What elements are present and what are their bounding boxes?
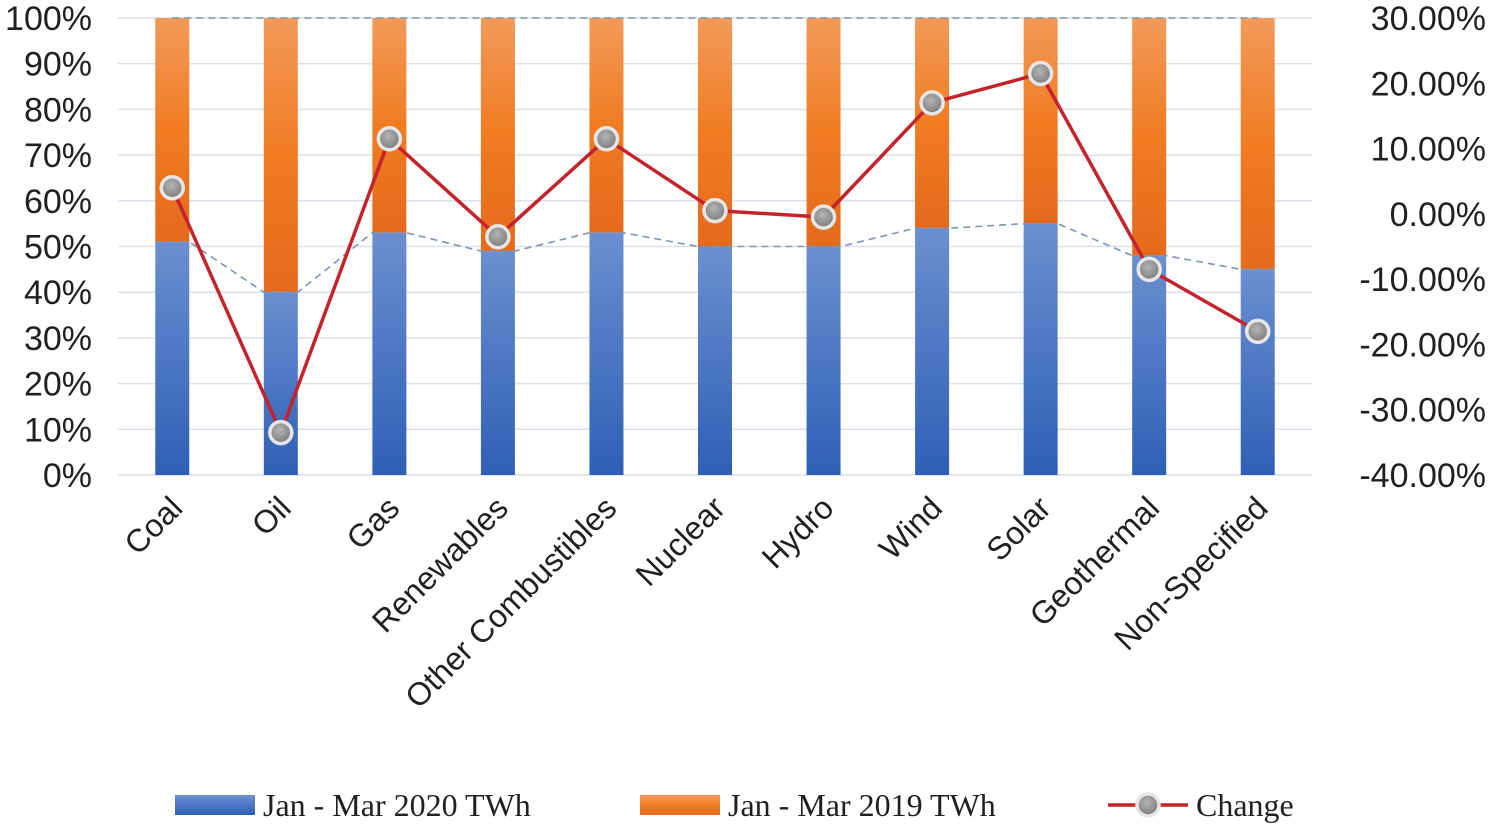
bar-2019	[372, 18, 407, 233]
y-left-tick-label: 50%	[24, 229, 92, 267]
bar-2020	[263, 292, 298, 475]
legend-label: Change	[1196, 787, 1294, 823]
y-right-tick-label: 0.00%	[1390, 196, 1486, 234]
change-point	[702, 197, 728, 224]
bars	[155, 18, 1275, 475]
bar-2019	[915, 18, 950, 229]
bar-2019	[480, 18, 515, 252]
bar-2019	[589, 18, 624, 233]
change-line	[159, 60, 1271, 446]
y-right-tick-label: -40.00%	[1359, 457, 1486, 495]
x-tick-label: Hydro	[755, 489, 841, 575]
bar-2020	[480, 251, 515, 475]
change-point	[593, 126, 620, 152]
bar-2020	[155, 241, 190, 475]
y-right-tick-label: 20.00%	[1371, 65, 1486, 103]
y-axis-left: 0% 10% 20% 30% 40% 50% 60% 70% 80% 90% 100%	[5, 0, 92, 495]
bar-2020	[806, 246, 841, 475]
y-axis-right: -40.00% -30.00% -20.00% -10.00% 0.00% 10.00% 2…	[1359, 0, 1486, 495]
change-point	[810, 204, 837, 230]
y-left-tick-label: 80%	[24, 91, 92, 129]
change-point	[159, 174, 186, 201]
y-right-tick-label: -10.00%	[1359, 261, 1486, 299]
series-divider-line	[155, 222, 1275, 294]
y-left-tick-label: 40%	[24, 274, 92, 312]
bar-2020	[915, 228, 950, 475]
x-tick-label: Oil	[245, 489, 298, 542]
y-left-tick-label: 20%	[24, 366, 92, 404]
y-left-tick-label: 10%	[24, 411, 92, 449]
x-tick-label: Other Combustibles	[398, 489, 623, 714]
legend-marker	[1135, 792, 1161, 818]
change-point	[1244, 318, 1271, 345]
bar-2019	[263, 18, 298, 293]
bar-2020	[1240, 269, 1275, 475]
change-point	[1027, 60, 1054, 87]
bar-2020	[589, 232, 624, 475]
bar-2019	[1240, 18, 1275, 270]
y-right-tick-label: -20.00%	[1359, 326, 1486, 364]
y-right-tick-label: -30.00%	[1359, 392, 1486, 430]
bar-2020	[698, 246, 732, 475]
bar-2019	[155, 18, 190, 242]
bar-2020	[1023, 223, 1058, 475]
change-point	[268, 419, 294, 446]
y-left-tick-label: 0%	[43, 457, 92, 495]
divider-line	[155, 17, 1275, 294]
y-right-tick-label: 30.00%	[1371, 0, 1486, 38]
change-point	[485, 223, 511, 250]
y-left-tick-label: 60%	[24, 183, 92, 221]
legend-item: Jan - Mar 2020 TWh	[175, 787, 531, 823]
change-point	[376, 126, 403, 152]
y-left-tick-label: 100%	[5, 0, 92, 38]
x-tick-label: Solar	[979, 489, 1058, 568]
bar-2020	[372, 232, 407, 475]
legend-label: Jan - Mar 2019 TWh	[728, 787, 996, 823]
change-point	[1136, 256, 1162, 283]
legend: Jan - Mar 2020 TWh Jan - Mar 2019 TWh Chan…	[175, 787, 1294, 823]
y-left-tick-label: 90%	[24, 46, 92, 84]
x-tick-label: Wind	[872, 489, 949, 566]
change-point	[919, 90, 945, 116]
bar-2019	[1132, 18, 1167, 256]
legend-item: Jan - Mar 2019 TWh	[640, 787, 996, 823]
y-right-tick-label: 10.00%	[1371, 131, 1486, 169]
x-tick-label: Gas	[339, 489, 406, 556]
x-tick-label: Nuclear	[629, 489, 733, 593]
x-tick-label: Coal	[117, 489, 189, 561]
legend-swatch	[640, 795, 720, 815]
y-left-tick-label: 30%	[24, 320, 92, 358]
bar-2020	[1132, 255, 1167, 475]
legend-label: Jan - Mar 2020 TWh	[263, 787, 531, 823]
legend-item: Change	[1108, 787, 1294, 823]
legend-swatch	[175, 795, 255, 815]
y-left-tick-label: 70%	[24, 137, 92, 175]
bar-2019	[1023, 18, 1058, 224]
